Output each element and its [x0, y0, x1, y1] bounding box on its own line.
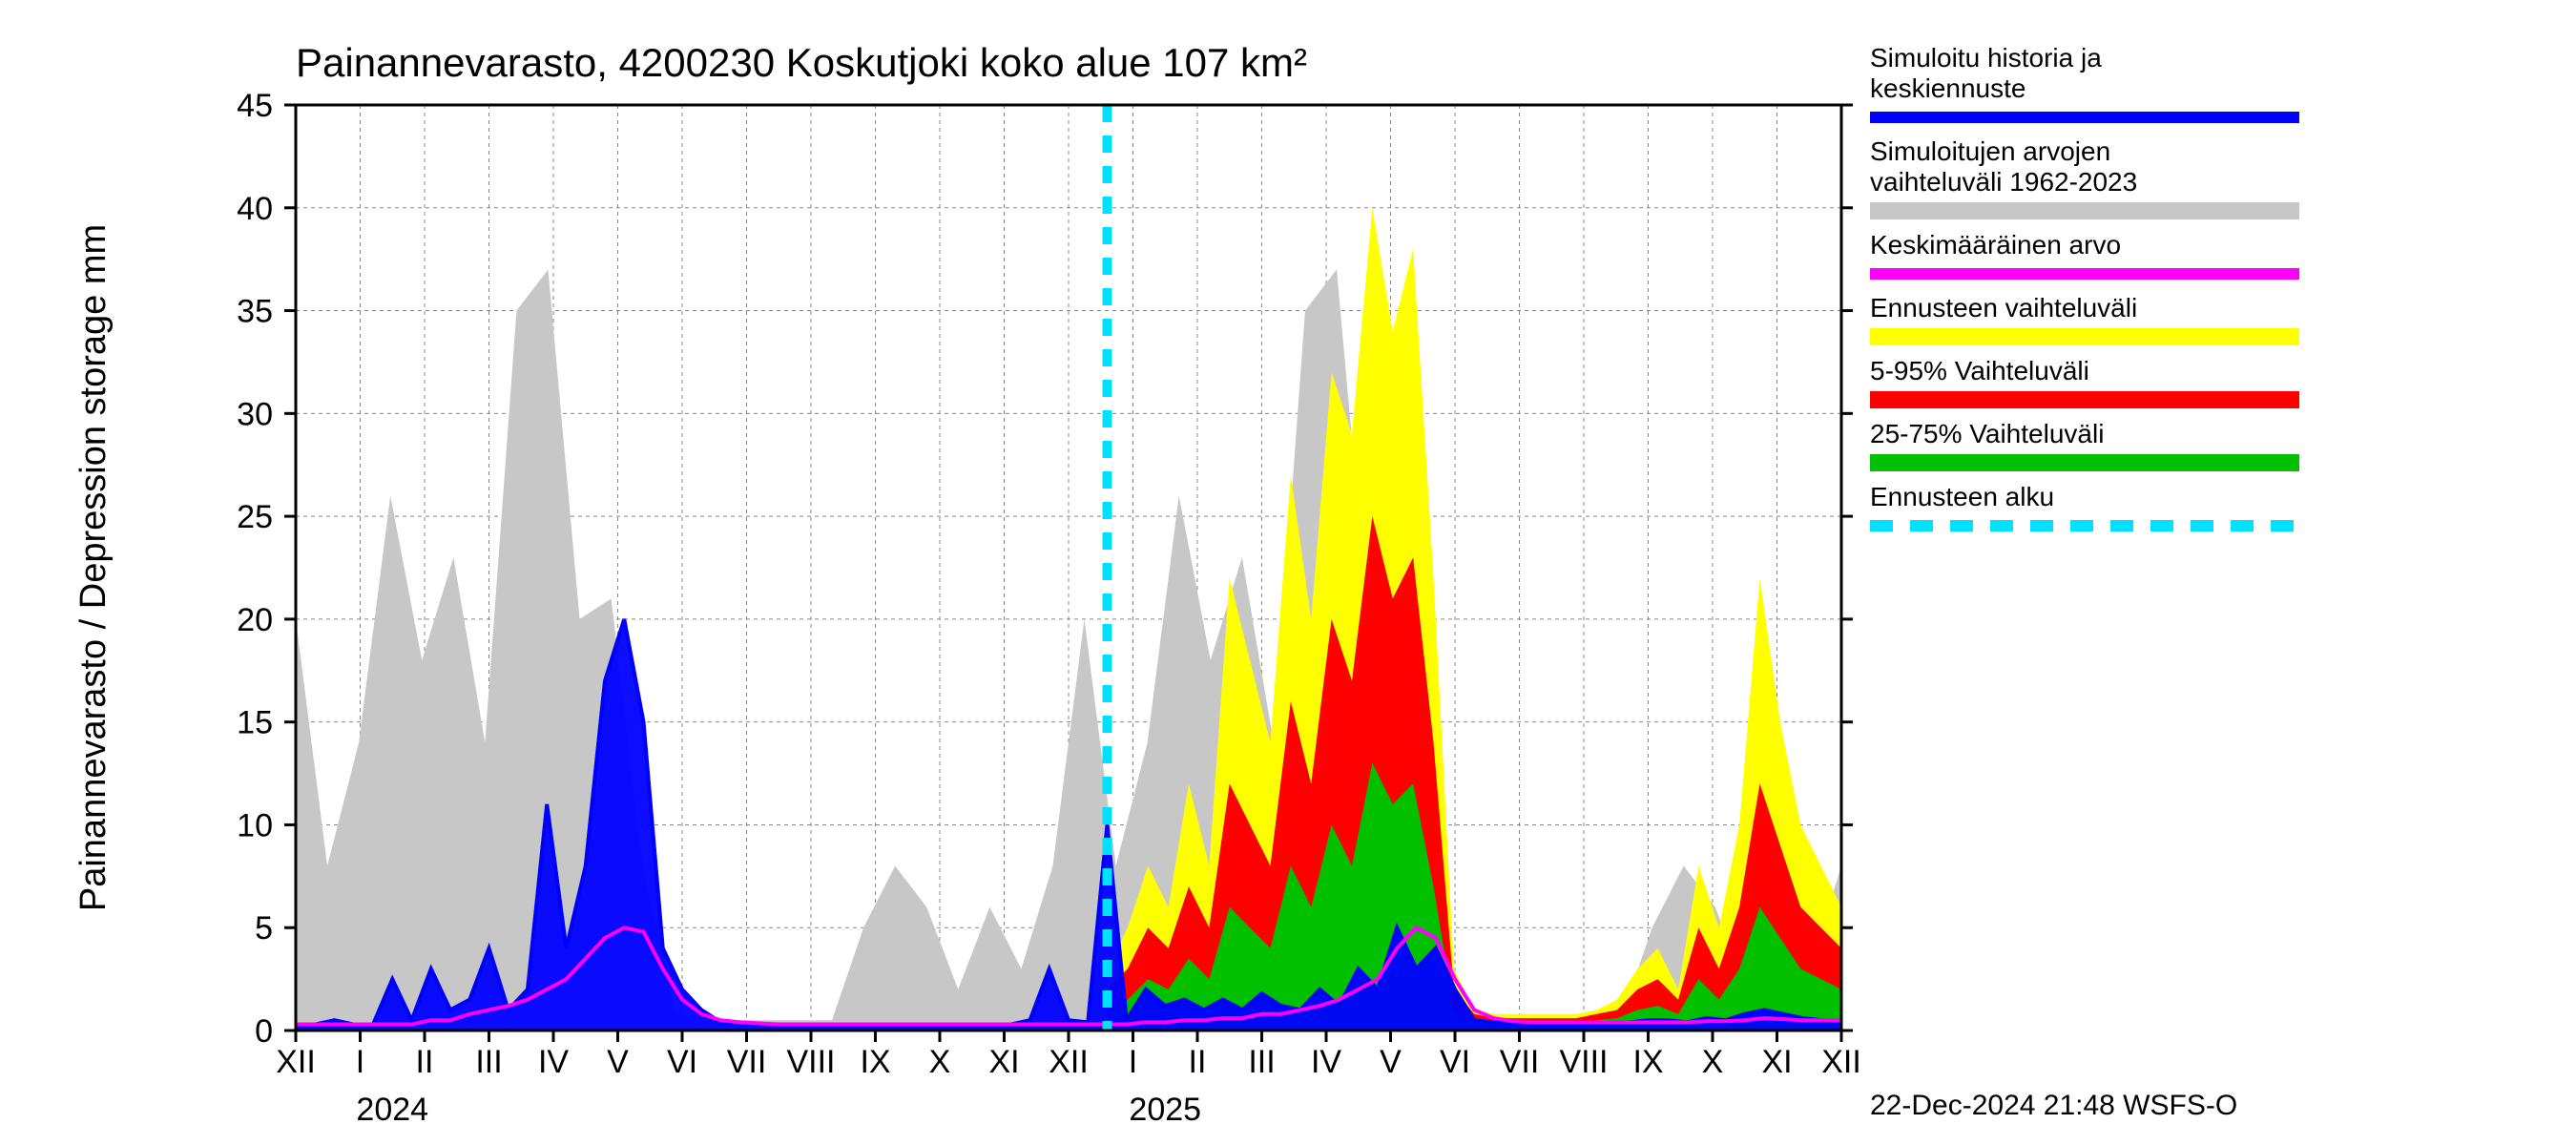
footer-timestamp: 22-Dec-2024 21:48 WSFS-O	[1870, 1090, 2237, 1121]
legend-swatch	[1870, 202, 2299, 219]
x-tick-label: I	[356, 1044, 364, 1080]
x-tick-label: VI	[667, 1044, 697, 1080]
legend-label: Keskimääräinen arvo	[1870, 230, 2121, 260]
legend-label: Ennusteen alku	[1870, 482, 2054, 511]
x-tick-label: VI	[1440, 1044, 1470, 1080]
chart-svg: 051015202530354045 XIIIIIIIIIVVVIVIIVIII…	[0, 0, 2576, 1145]
legend-swatch	[1870, 328, 2299, 345]
y-tick-label: 30	[237, 396, 273, 432]
x-tick-label: VII	[1500, 1044, 1540, 1080]
x-tick-label: XI	[1761, 1044, 1792, 1080]
x-tick-label: II	[416, 1044, 434, 1080]
x-tick-label: XII	[1049, 1044, 1089, 1080]
x-tick-label: V	[607, 1044, 629, 1080]
y-axis-label: Painannevarasto / Depression storage mm	[73, 224, 114, 911]
y-tick-label: 45	[237, 88, 273, 124]
x-tick-label: III	[475, 1044, 502, 1080]
chart-container: 051015202530354045 XIIIIIIIIIVVVIVIIVIII…	[0, 0, 2576, 1145]
x-tick-label: XI	[988, 1044, 1019, 1080]
x-tick-label: XII	[1821, 1044, 1861, 1080]
y-tick-label: 40	[237, 191, 273, 227]
x-tick-label: IV	[1311, 1044, 1341, 1080]
legend: Simuloitu historia jakeskiennuste Simuloi…	[1870, 43, 2299, 526]
legend-swatch	[1870, 391, 2299, 408]
legend-label: vaihteluväli 1962-2023	[1870, 167, 2137, 197]
x-tick-label: X	[1702, 1044, 1724, 1080]
legend-label: 25-75% Vaihteluväli	[1870, 419, 2104, 448]
legend-label: Simuloitu historia ja	[1870, 43, 2102, 73]
x-tick-label: V	[1380, 1044, 1402, 1080]
x-tick-label: I	[1129, 1044, 1137, 1080]
x-tick-label: III	[1248, 1044, 1275, 1080]
chart-title: Painannevarasto, 4200230 Koskutjoki koko…	[296, 40, 1307, 85]
x-tick-label: II	[1189, 1044, 1207, 1080]
y-tick-label: 10	[237, 807, 273, 843]
y-tick-label: 25	[237, 499, 273, 535]
y-tick-labels: 0 5 10 15 20 25 30 35 40 45	[237, 88, 273, 1050]
y-tick-label: 15	[237, 705, 273, 741]
x-tick-label: VIII	[786, 1044, 835, 1080]
legend-swatch	[1870, 454, 2299, 471]
y-tick-label: 0	[255, 1013, 273, 1050]
x-tick-label: IX	[860, 1044, 890, 1080]
year-label: 2024	[356, 1092, 428, 1128]
y-tick-label: 20	[237, 602, 273, 638]
year-labels: 2024 2025	[356, 1092, 1201, 1128]
x-tick-label: VIII	[1559, 1044, 1608, 1080]
y-tick-label: 35	[237, 294, 273, 330]
year-label: 2025	[1129, 1092, 1201, 1128]
x-tick-label: IV	[538, 1044, 569, 1080]
x-tick-label: XII	[276, 1044, 316, 1080]
legend-label: 5-95% Vaihteluväli	[1870, 356, 2089, 385]
x-tick-label: VII	[727, 1044, 767, 1080]
legend-label: keskiennuste	[1870, 73, 2025, 103]
legend-label: Ennusteen vaihteluväli	[1870, 293, 2137, 323]
y-tick-label: 5	[255, 910, 273, 947]
x-tick-label: X	[929, 1044, 951, 1080]
x-tick-labels: XIIIIIIIIIVVVIVIIVIIIIXXXIXIIIIIIIIIVVVI…	[276, 1044, 1861, 1080]
x-tick-label: IX	[1632, 1044, 1663, 1080]
legend-label: Simuloitujen arvojen	[1870, 136, 2110, 166]
